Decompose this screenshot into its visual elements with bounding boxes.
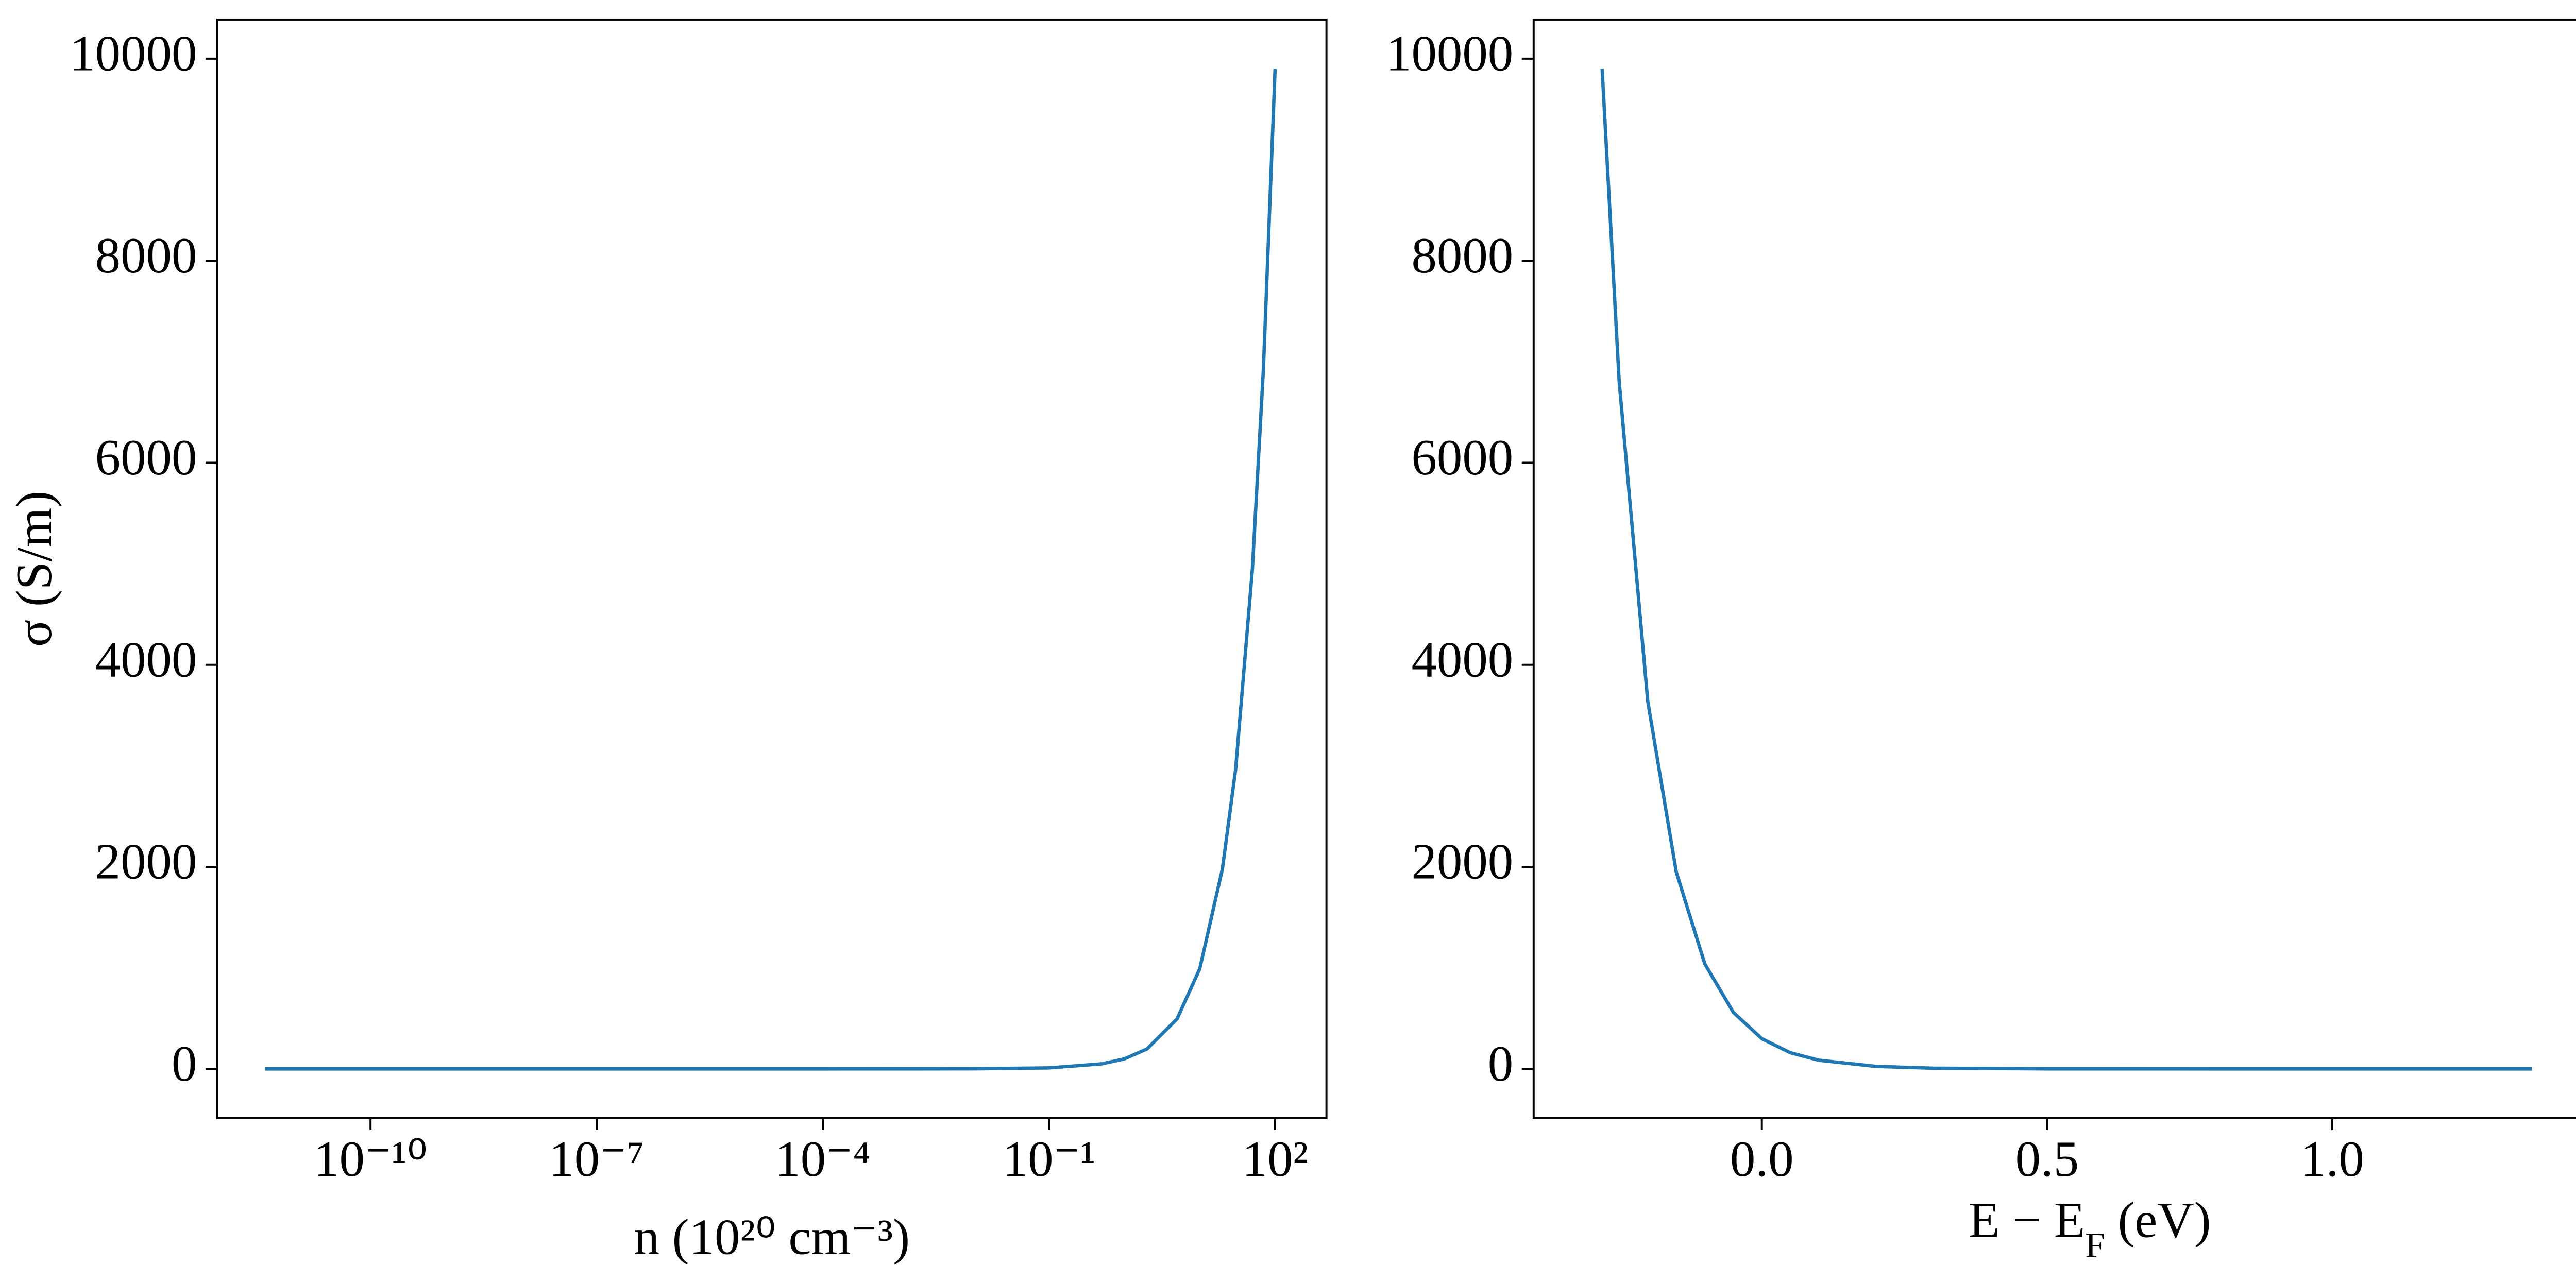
x-axis-label-part: (eV) [2105,1192,2211,1249]
y-tick-label: 8000 [95,228,197,284]
x-tick-label: 0.5 [2015,1131,2079,1187]
x-axis-label-part: F [2085,1225,2105,1264]
y-tick-label: 8000 [1411,228,1513,284]
data-line [1600,69,2532,1071]
x-tick-label: 10⁻⁴ [775,1131,871,1187]
x-tick-label: 10⁻¹ [1003,1131,1096,1187]
data-line [265,69,1277,1071]
y-tick-label: 10000 [70,26,197,82]
y-tick-label: 10000 [1386,26,1513,82]
x-tick-label: 10⁻⁷ [549,1131,645,1187]
plot-frame [216,18,1328,1119]
x-axis-label: n (10²⁰ cm⁻³) [634,1209,910,1266]
x-tick-label: 1.0 [2300,1131,2364,1187]
x-tick-label: 0.0 [1730,1131,1794,1187]
y-axis-label: σ (S/m) [6,491,62,647]
y-tick-label: 0 [172,1036,197,1092]
y-tick-label: 2000 [1411,834,1513,890]
plot-frame [1532,18,2576,1119]
y-tick-label: 6000 [95,430,197,486]
y-tick-label: 2000 [95,834,197,890]
y-tick-label: 4000 [1411,631,1513,688]
x-axis-label: E − EF (eV) [1969,1192,2211,1265]
x-tick-label: 10² [1242,1131,1309,1187]
y-tick-label: 4000 [95,631,197,688]
x-tick-label: 10⁻¹⁰ [314,1131,427,1187]
x-axis-label-part: E − E [1969,1192,2085,1249]
y-tick-label: 0 [1488,1036,1513,1092]
y-tick-label: 6000 [1411,430,1513,486]
